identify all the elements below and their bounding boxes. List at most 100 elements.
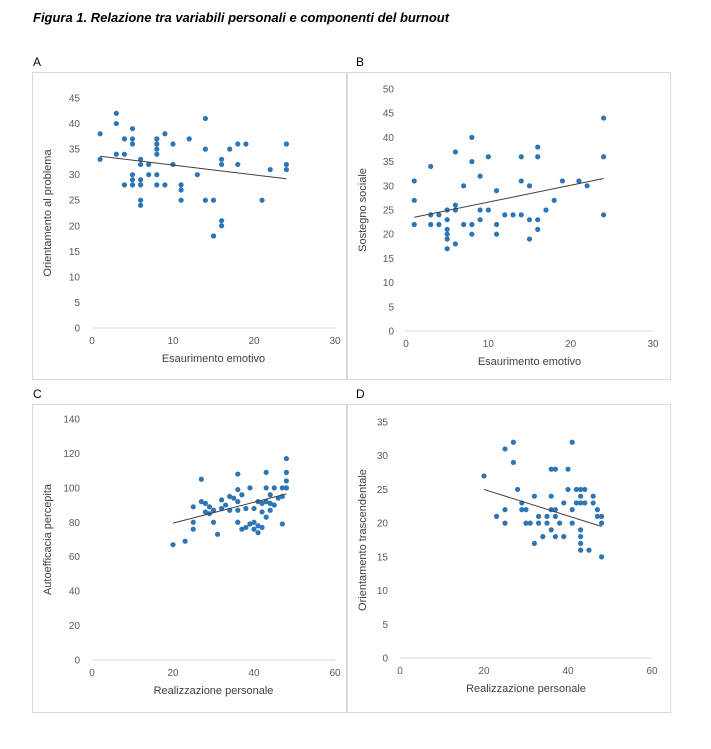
data-point [210,507,217,513]
y-tick-label: 10 [69,272,81,283]
data-point [502,520,508,526]
data-point [599,554,605,560]
y-tick-label: 25 [69,196,81,207]
data-point [582,486,588,493]
data-point [518,178,524,184]
data-point [428,163,434,170]
data-point [485,154,491,160]
data-point [573,500,579,506]
data-point [202,500,208,506]
data-point [202,197,208,203]
data-point [526,217,533,223]
data-point [129,141,136,147]
data-point [235,519,241,525]
scatter-plot-c: 0 20 40 60 80 100 120 140 0 20 40 60 Realizzazione p… [42,415,341,698]
data-point [283,478,289,484]
y-tick-label: 80 [69,518,81,529]
y-tick-label: 20 [69,221,81,232]
data-point [247,485,253,491]
data-point [210,197,217,203]
figure-title: Figura 1. Relazione tra variabili person… [33,10,450,25]
data-point [502,212,508,218]
panel-letter-c: C [33,387,42,401]
data-point [477,217,483,223]
trend-line [483,488,602,527]
data-point [263,485,269,491]
data-point [251,519,257,525]
data-point [202,115,208,122]
data-point [129,136,136,142]
data-point [436,221,442,228]
y-tick-label: 35 [69,145,81,156]
y-tick-label: 30 [69,170,81,181]
data-point [202,146,208,152]
data-point [210,519,217,525]
data-point [411,221,417,228]
data-point [239,492,245,498]
data-point [599,513,605,519]
data-point [452,202,458,208]
data-point [543,207,549,213]
data-point [578,527,584,533]
data-point [494,513,500,519]
data-point [121,151,127,157]
data-point [584,183,590,189]
data-point [243,524,249,531]
data-point [162,182,168,188]
x-axis-title: Esaurimento emotivo [478,356,581,368]
scatter-plot-d: 0 5 10 15 20 25 30 35 0 20 40 60 Realizzazione perso… [357,418,658,696]
data-point [540,534,546,540]
data-point [146,161,152,168]
data-point [259,500,265,506]
data-point [113,151,119,157]
data-point [243,505,249,512]
data-point [510,459,516,466]
data-point [485,207,491,213]
y-tick-label: 35 [383,157,395,168]
data-point [548,466,554,472]
y-tick-label: 5 [382,620,388,631]
data-point [535,217,541,223]
data-point [527,520,533,526]
data-point [235,499,241,505]
panel-letter-b: B [356,55,365,69]
data-point [601,154,607,160]
trend-line [100,155,287,180]
data-point [121,136,127,142]
x-axis-title: Esaurimento emotivo [162,353,265,365]
data-point [146,172,152,178]
data-point [283,166,289,173]
data-point [154,151,160,157]
trend-line [414,178,604,218]
data-point [561,534,567,540]
data-point [178,182,184,188]
data-point [444,226,450,232]
y-tick-label: 0 [74,324,80,335]
data-point [559,178,566,184]
data-point [552,513,558,519]
data-point [279,521,285,527]
data-point [219,223,225,229]
data-point [536,513,542,519]
y-axis-title: Sostegno sociale [357,168,369,252]
data-point [259,509,265,515]
data-point [275,495,281,501]
data-point [239,526,245,532]
data-point [477,173,483,179]
x-tick-label: 20 [565,339,577,350]
data-point [206,504,213,510]
data-point [283,161,289,168]
y-tick-label: 100 [63,483,80,494]
data-point [594,507,600,513]
y-tick-label: 120 [63,449,80,460]
chart-panel-d: 0 5 10 15 20 25 30 35 0 20 40 60 Realizzazione perso… [347,404,671,713]
data-point [469,134,475,140]
data-point [138,202,144,208]
data-point [599,520,605,526]
data-point [283,141,289,147]
data-point [194,172,200,178]
data-point [198,476,204,482]
data-point [138,182,144,188]
data-point [551,197,557,203]
x-tick-label: 10 [483,339,495,350]
